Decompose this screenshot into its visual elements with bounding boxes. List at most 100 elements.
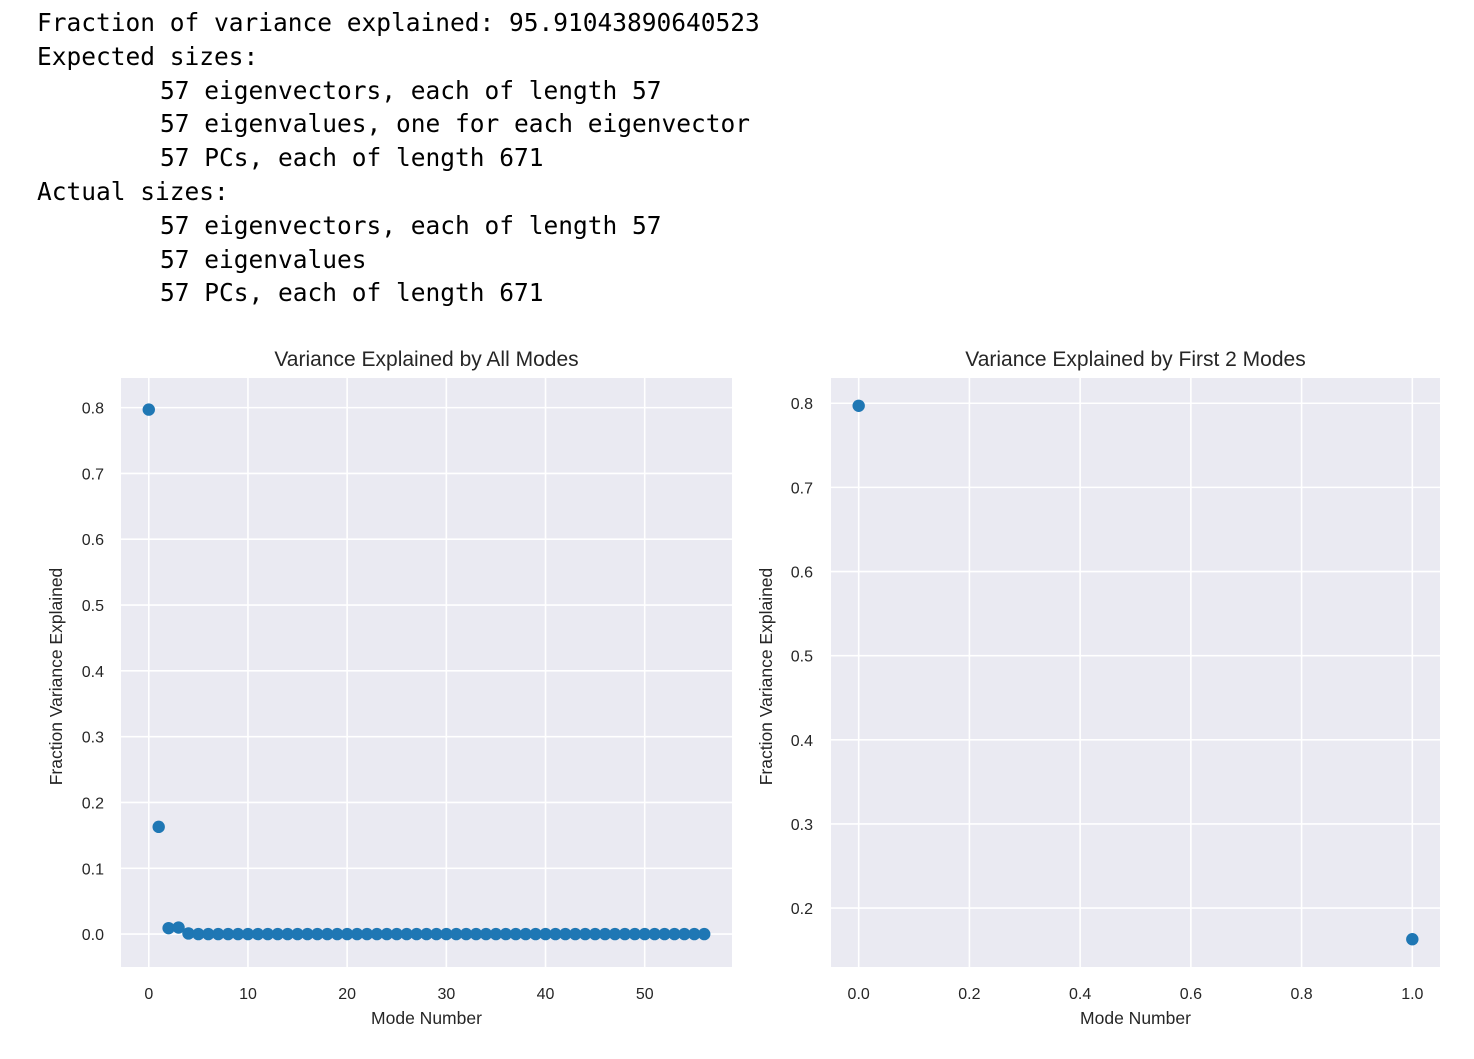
console-line: Fraction of variance explained: 95.91043… [37,8,760,37]
console-line: 57 eigenvectors, each of length 57 [160,75,662,105]
console-line: Actual sizes: [37,176,229,206]
chart-title: Variance Explained by First 2 Modes [965,348,1305,371]
y-tick-label: 0.1 [82,861,104,878]
y-tick-label: 0.3 [791,817,813,834]
data-point [678,927,691,941]
data-point [202,927,215,941]
y-tick-label: 0.0 [82,927,104,944]
data-point [162,921,175,935]
data-point [698,927,711,941]
x-tick-label: 0.8 [1290,986,1312,1003]
data-point [321,927,334,941]
data-point [390,927,403,941]
x-tick-label: 0.6 [1180,986,1202,1003]
data-point [479,927,493,941]
console-line: Expected sizes: [37,41,259,71]
console-line: 57 eigenvectors, each of length 57 [160,210,662,240]
chart-title: Variance Explained by All Modes [274,348,578,371]
data-point [1406,933,1419,946]
console-line: 57 PCs, each of length 671 [160,143,544,173]
y-tick-label: 0.3 [82,730,104,747]
data-point [360,927,374,941]
data-point [251,927,265,941]
data-point [420,927,433,941]
data-point [380,927,394,941]
x-tick-label: 0.4 [1069,986,1091,1003]
x-tick-label: 50 [636,986,654,1003]
data-point [440,927,453,941]
data-point [291,927,304,941]
data-point [182,927,195,940]
y-tick-label: 0.6 [791,565,813,582]
x-tick-label: 0.0 [848,986,870,1003]
console-line: 57 eigenvalues, one for each eigenvector [160,109,751,139]
data-point [638,927,651,941]
data-point [668,927,681,941]
data-point [499,927,513,941]
y-tick-label: 0.7 [791,480,813,497]
data-point [221,927,235,941]
y-axis-label: Fraction Variance Explained [756,568,776,786]
data-point [340,927,354,941]
data-point [489,927,503,941]
chart-1: 0 10 20 30 40 50 0.0 0.1 0.2 0.3 0.4 0.5 0.6 0.7 0.8 Va… [46,348,732,1028]
data-point [152,820,165,834]
plot-area [831,378,1440,967]
data-point [658,927,671,941]
data-point [430,927,443,941]
data-point [529,927,542,941]
console-line: 57 eigenvalues [160,244,367,274]
data-point [569,927,582,941]
y-tick-label: 0.2 [791,901,813,918]
x-tick-label: 0.2 [958,986,980,1003]
x-tick-label: 40 [537,986,555,1003]
data-point [469,927,483,941]
x-tick-label: 0 [144,986,153,1003]
data-point [350,927,364,941]
data-point [331,927,344,941]
data-point [212,927,225,941]
data-point [688,927,701,941]
y-tick-label: 0.4 [791,733,813,750]
x-tick-label: 30 [437,986,455,1003]
data-point [539,927,552,941]
y-tick-label: 0.4 [82,664,104,681]
y-tick-label: 0.8 [82,401,104,418]
data-point [459,927,473,941]
data-point [400,927,413,941]
data-point [618,927,632,941]
data-point [588,927,602,941]
data-point [648,927,661,941]
data-point [241,927,255,941]
y-tick-label: 0.7 [82,466,104,483]
data-point [281,927,294,941]
data-point [301,927,314,941]
console-output: Fraction of variance explained: 95.91043… [37,6,760,310]
data-point [231,927,245,941]
data-point [519,927,532,941]
data-point [311,927,324,941]
data-point [172,921,185,934]
y-tick-label: 0.8 [791,396,813,413]
data-point [261,927,274,941]
y-tick-label: 0.6 [82,532,104,549]
data-point [598,927,612,941]
x-tick-label: 10 [239,986,257,1003]
data-point [142,403,155,416]
data-point [410,927,423,941]
y-axis-label: Fraction Variance Explained [46,568,66,786]
y-tick-label: 0.5 [82,598,104,615]
data-point [509,927,522,941]
data-point [852,399,865,412]
console-line: 57 PCs, each of length 671 [160,278,544,308]
data-point [370,927,384,941]
data-point [450,927,463,941]
x-axis-label: Mode Number [1080,1008,1191,1028]
data-point [192,927,205,941]
data-point [559,927,572,941]
data-point [579,927,592,941]
y-tick-label: 0.2 [82,795,104,812]
x-tick-label: 20 [338,986,356,1003]
chart-2: 0.0 0.2 0.4 0.6 0.8 1.0 0.2 0.3 0.4 0.5 0.6 0.7 0.8 V… [756,348,1440,1028]
